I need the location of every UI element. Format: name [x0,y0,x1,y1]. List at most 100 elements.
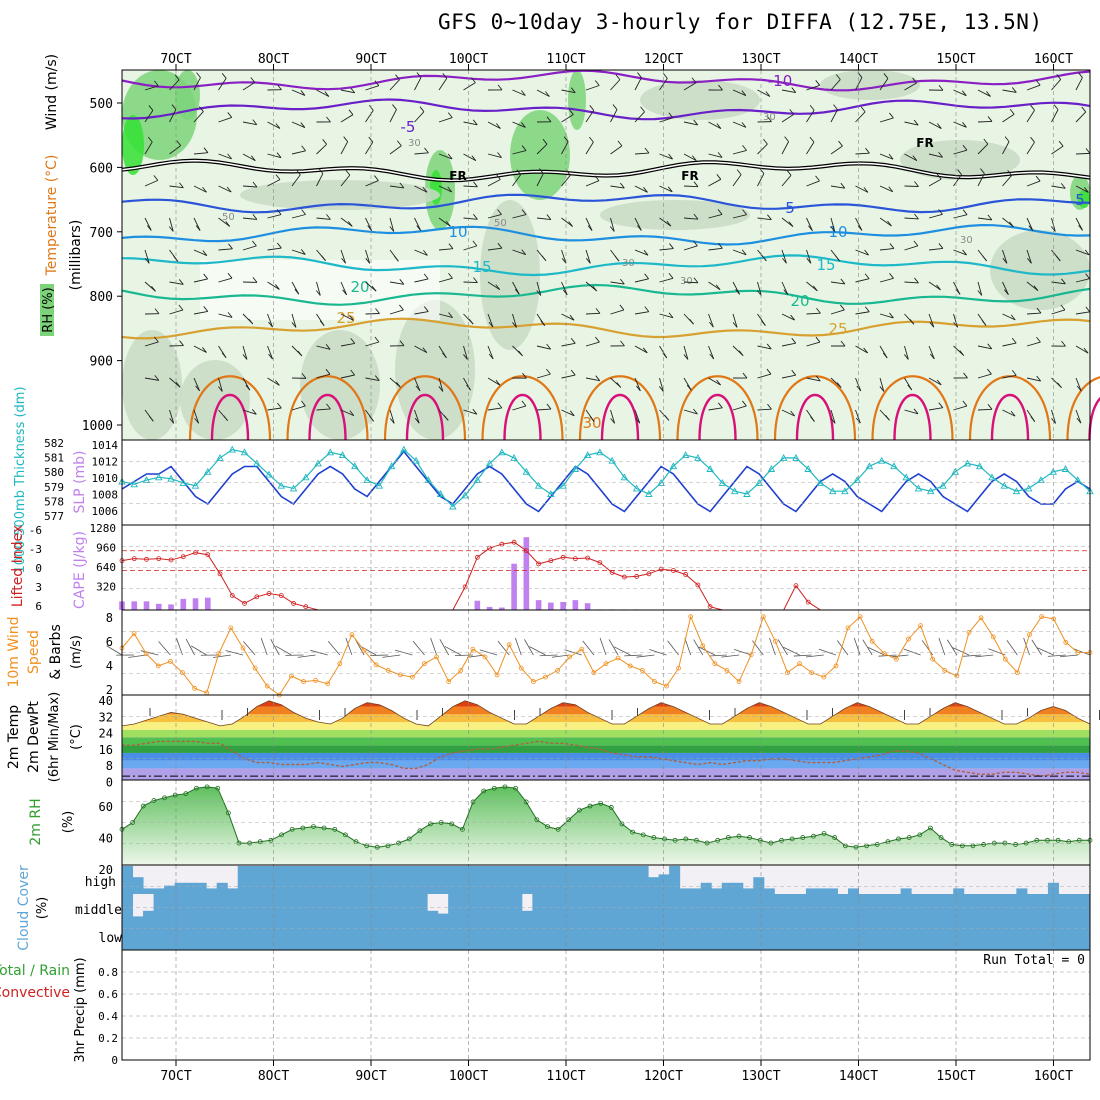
wind-barb-10m [1073,648,1091,656]
wind-speed-marker [748,652,754,658]
isotherm-label: FR [449,169,466,183]
wind-barb-flag [275,380,280,386]
cloud-cell [1037,894,1049,922]
wind-speed-marker [627,663,633,669]
wind-speed-marker [1039,614,1044,620]
run-total-label: Run Total = 0 [983,953,1085,968]
wind-barb-flag [693,240,698,247]
cloud-cell [921,922,933,950]
wind-barb [365,249,371,264]
wind-speed-marker [349,632,355,638]
thickness-marker [706,465,714,472]
cloud-cell [321,922,333,950]
lifted-index-marker [229,593,235,598]
thickness-marker [412,456,420,464]
wind-barb-flag [521,90,526,96]
wind-barb-flag [252,240,257,247]
wind-barb-flag [445,220,451,227]
cloud-cell [932,894,944,922]
wind-barb [463,409,478,415]
cloud-cell [542,894,554,922]
wind-barb-flag [693,277,699,284]
x-tick-label-top: 15OCT [936,52,975,67]
wind-barb [218,217,230,227]
cloud-cell [332,894,344,922]
wind-barb-flag [422,187,428,193]
cloud-cell [784,922,796,950]
wind-barb-10m [582,640,595,656]
wind-barb [389,217,395,232]
x-tick-label-top: 14OCT [839,52,878,67]
wind-barb-flag [912,155,918,161]
temp-tick-label: 32 [99,710,113,724]
cloud-cell [816,888,828,894]
wind-barb [634,409,641,424]
rh-marker [470,799,476,805]
wind-barb [757,217,772,221]
cloud-cell [216,894,228,922]
wind-barb [218,277,233,283]
wind-barb-flag [1084,249,1090,256]
cloud-cell [427,922,439,950]
wind-barb-flag [521,122,526,128]
wind-barb [634,152,649,155]
isotherm-35 [308,394,347,441]
cloud-cell [206,922,218,950]
wind-barb-flag [1053,104,1059,110]
cloud-cell [595,922,607,950]
wind-barb-flag [374,80,380,86]
wind-speed-marker [966,629,972,635]
x-tick-label-bottom: 12OCT [644,1069,683,1084]
cloud-cell [469,866,481,894]
cloud-cell [700,882,712,894]
wind-barb [904,345,909,360]
wind-barb-flag [980,168,985,174]
isotherm-30 [871,375,954,441]
wind-barb-flag [668,112,674,119]
pressure-tick-label: 1000 [82,419,113,434]
wind-barb [904,121,919,126]
wind-speed-marker [676,665,681,671]
rh-marker [364,843,370,849]
cloud-cell [448,922,460,950]
rh-marker [715,837,721,843]
cloud-cell [869,894,881,922]
cloud-cell [826,894,838,922]
wind-barb-flag [144,258,150,264]
isotherm-35 [990,394,1030,441]
x-tick-label-bottom: 11OCT [546,1069,585,1084]
wind-barb-flag [198,106,204,112]
wind-barb [977,121,993,123]
wind-barb-flag [569,410,575,417]
lifted-index-marker [548,558,554,564]
cloud-cell [669,866,681,894]
wind-barb-flag [473,181,478,188]
rh-shade [122,330,182,440]
cloud-cell [753,894,765,922]
wind-barb-flag [562,289,568,296]
isotherm-35 [795,394,835,441]
lifted-index-marker [266,591,272,596]
rh-marker [183,791,189,797]
cloud-cell [206,894,218,922]
temp-axis-label-a: 2m Temp [6,705,22,769]
wind-barb-flag [252,277,258,283]
wind-barb-flag [318,168,324,174]
thickness-marker [375,481,384,489]
wind-barb-flag [148,105,154,111]
wind-barb-flag [343,136,349,142]
wind-barb [1002,141,1010,155]
wind-barb-flag [347,221,353,227]
wind-barb [340,409,354,417]
wind-barb-flag [447,186,453,193]
slp-tick-label: 1014 [92,439,119,452]
wind-barb [1075,409,1082,424]
wind-barb [610,185,625,189]
wind-barb-flag [375,308,380,314]
cloud-cell [795,922,807,950]
wind-barb-flag [442,73,448,79]
wind-barb [536,173,544,187]
cloud-cell [374,894,386,922]
cloud-cell [1058,894,1070,922]
wind-barb-flag [168,226,174,232]
